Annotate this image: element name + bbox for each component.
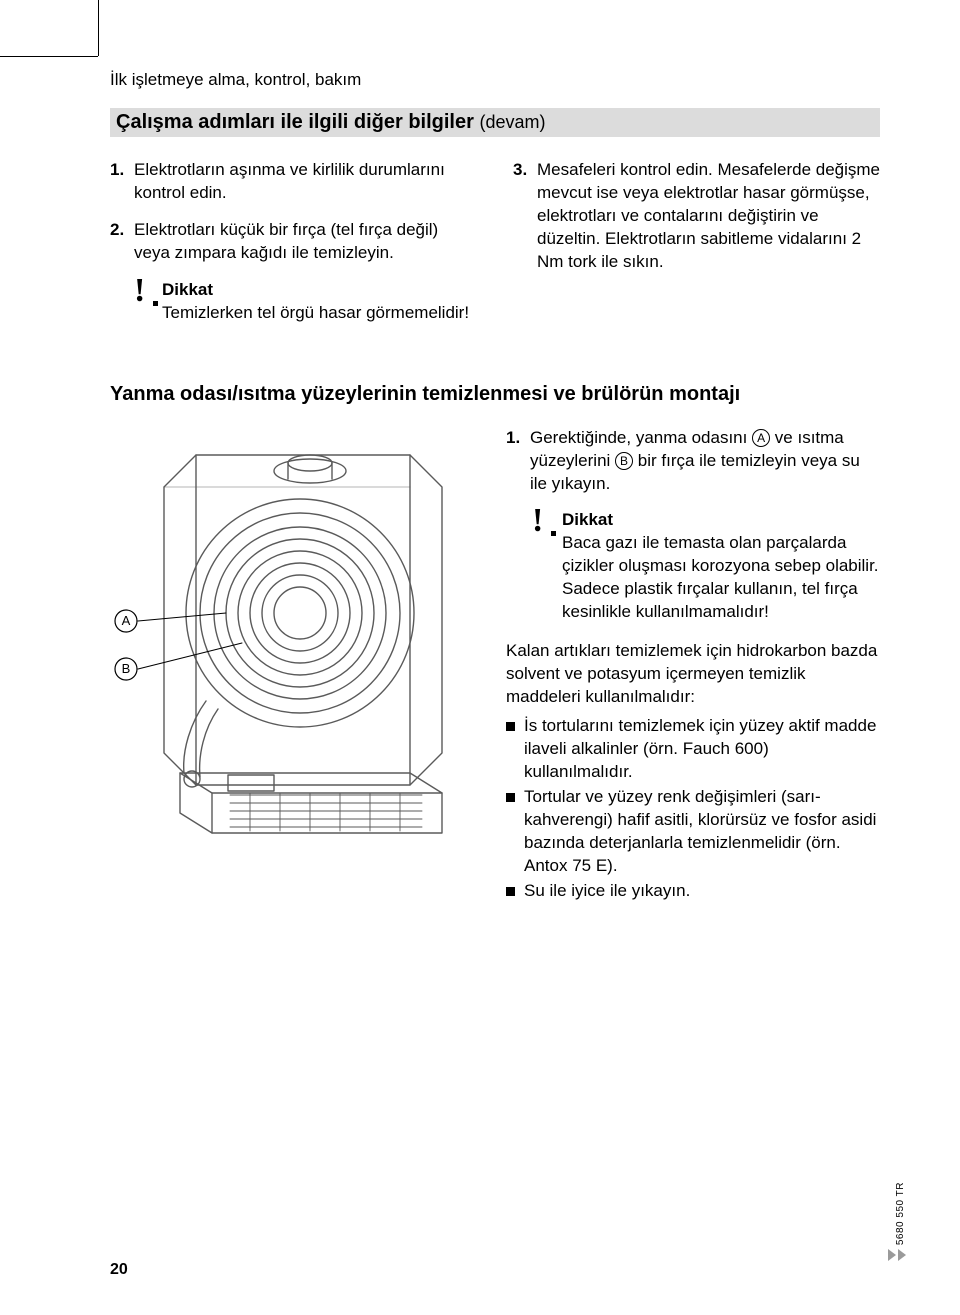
- figure-label-b: B: [115, 658, 137, 680]
- step-1-text: Elektrotların aşınma ve kirlilik durumla…: [134, 159, 477, 205]
- page-number: 20: [110, 1261, 128, 1279]
- caution-left: ! Dikkat Temizlerken tel örgü hasar görm…: [134, 279, 477, 325]
- top-two-columns: 1. Elektrotların aşınma ve kirlilik duru…: [110, 159, 880, 325]
- step-2-number: 2.: [110, 219, 134, 265]
- lower-step-1: 1. Gerektiğinde, yanma odasını A ve ısıt…: [506, 427, 880, 496]
- caution-lower-text: Baca gazı ile temasta olan parçalarda çi…: [562, 532, 880, 624]
- bullet-2: Tortular ve yüzey renk değişimleri (sarı…: [506, 786, 880, 878]
- step-1: 1. Elektrotların aşınma ve kirlilik duru…: [110, 159, 477, 205]
- section-heading-title: Çalışma adımları ile ilgili diğer bilgil…: [116, 111, 474, 133]
- running-head: İlk işletmeye alma, kontrol, bakım: [110, 70, 880, 90]
- boiler-figure: A B: [110, 427, 470, 905]
- continue-arrows-icon: [888, 1249, 910, 1261]
- caution-lower: ! Dikkat Baca gazı ile temasta olan parç…: [532, 509, 880, 624]
- step-2-text: Elektrotları küçük bir fırça (tel fırça …: [134, 219, 477, 265]
- lower-step-1-number: 1.: [506, 427, 530, 496]
- bullet-3: Su ile iyice ile yıkayın.: [506, 880, 880, 903]
- square-bullet-icon: [506, 715, 524, 784]
- right-column: 3. Mesafeleri kontrol edin. Mesafelerde …: [513, 159, 880, 325]
- svg-text:A: A: [122, 613, 131, 628]
- step-3: 3. Mesafeleri kontrol edin. Mesafelerde …: [513, 159, 880, 274]
- doc-id: 5680 550 TR: [895, 1182, 906, 1245]
- subheading: Yanma odası/ısıtma yüzeylerinin temizlen…: [110, 381, 880, 407]
- caution-icon: !: [134, 276, 162, 322]
- step-3-number: 3.: [513, 159, 537, 274]
- step-2: 2. Elektrotları küçük bir fırça (tel fır…: [110, 219, 477, 265]
- section-heading-bar: Çalışma adımları ile ilgili diğer bilgil…: [110, 108, 880, 137]
- svg-text:B: B: [122, 661, 131, 676]
- inline-label-a: A: [752, 429, 770, 447]
- step-1-number: 1.: [110, 159, 134, 205]
- lower-step-1-text: Gerektiğinde, yanma odasını A ve ısıtma …: [530, 427, 880, 496]
- figure-label-a: A: [115, 610, 137, 632]
- section-heading-suffix: (devam): [479, 112, 545, 132]
- square-bullet-icon: [506, 880, 524, 903]
- left-column: 1. Elektrotların aşınma ve kirlilik duru…: [110, 159, 477, 325]
- cleaning-para: Kalan artıkları temizlemek için hidrokar…: [506, 640, 880, 709]
- cleaning-bullets: İs tortularını temizlemek için yüzey akt…: [506, 715, 880, 903]
- inline-label-b: B: [615, 452, 633, 470]
- bullet-3-text: Su ile iyice ile yıkayın.: [524, 880, 880, 903]
- bullet-1: İs tortularını temizlemek için yüzey akt…: [506, 715, 880, 784]
- step-3-text: Mesafeleri kontrol edin. Mesafelerde değ…: [537, 159, 880, 274]
- bullet-2-text: Tortular ve yüzey renk değişimleri (sarı…: [524, 786, 880, 878]
- caution-left-text: Temizlerken tel örgü hasar görmemelidir!: [162, 302, 477, 325]
- bullet-1-text: İs tortularını temizlemek için yüzey akt…: [524, 715, 880, 784]
- lower-right-column: 1. Gerektiğinde, yanma odasını A ve ısıt…: [506, 427, 880, 905]
- lower-grid: A B 1. Gerektiğinde, yanma odasını A ve …: [110, 427, 880, 905]
- caution-lower-title: Dikkat: [562, 509, 880, 532]
- caution-left-title: Dikkat: [162, 279, 477, 302]
- caution-icon: !: [532, 506, 562, 621]
- square-bullet-icon: [506, 786, 524, 878]
